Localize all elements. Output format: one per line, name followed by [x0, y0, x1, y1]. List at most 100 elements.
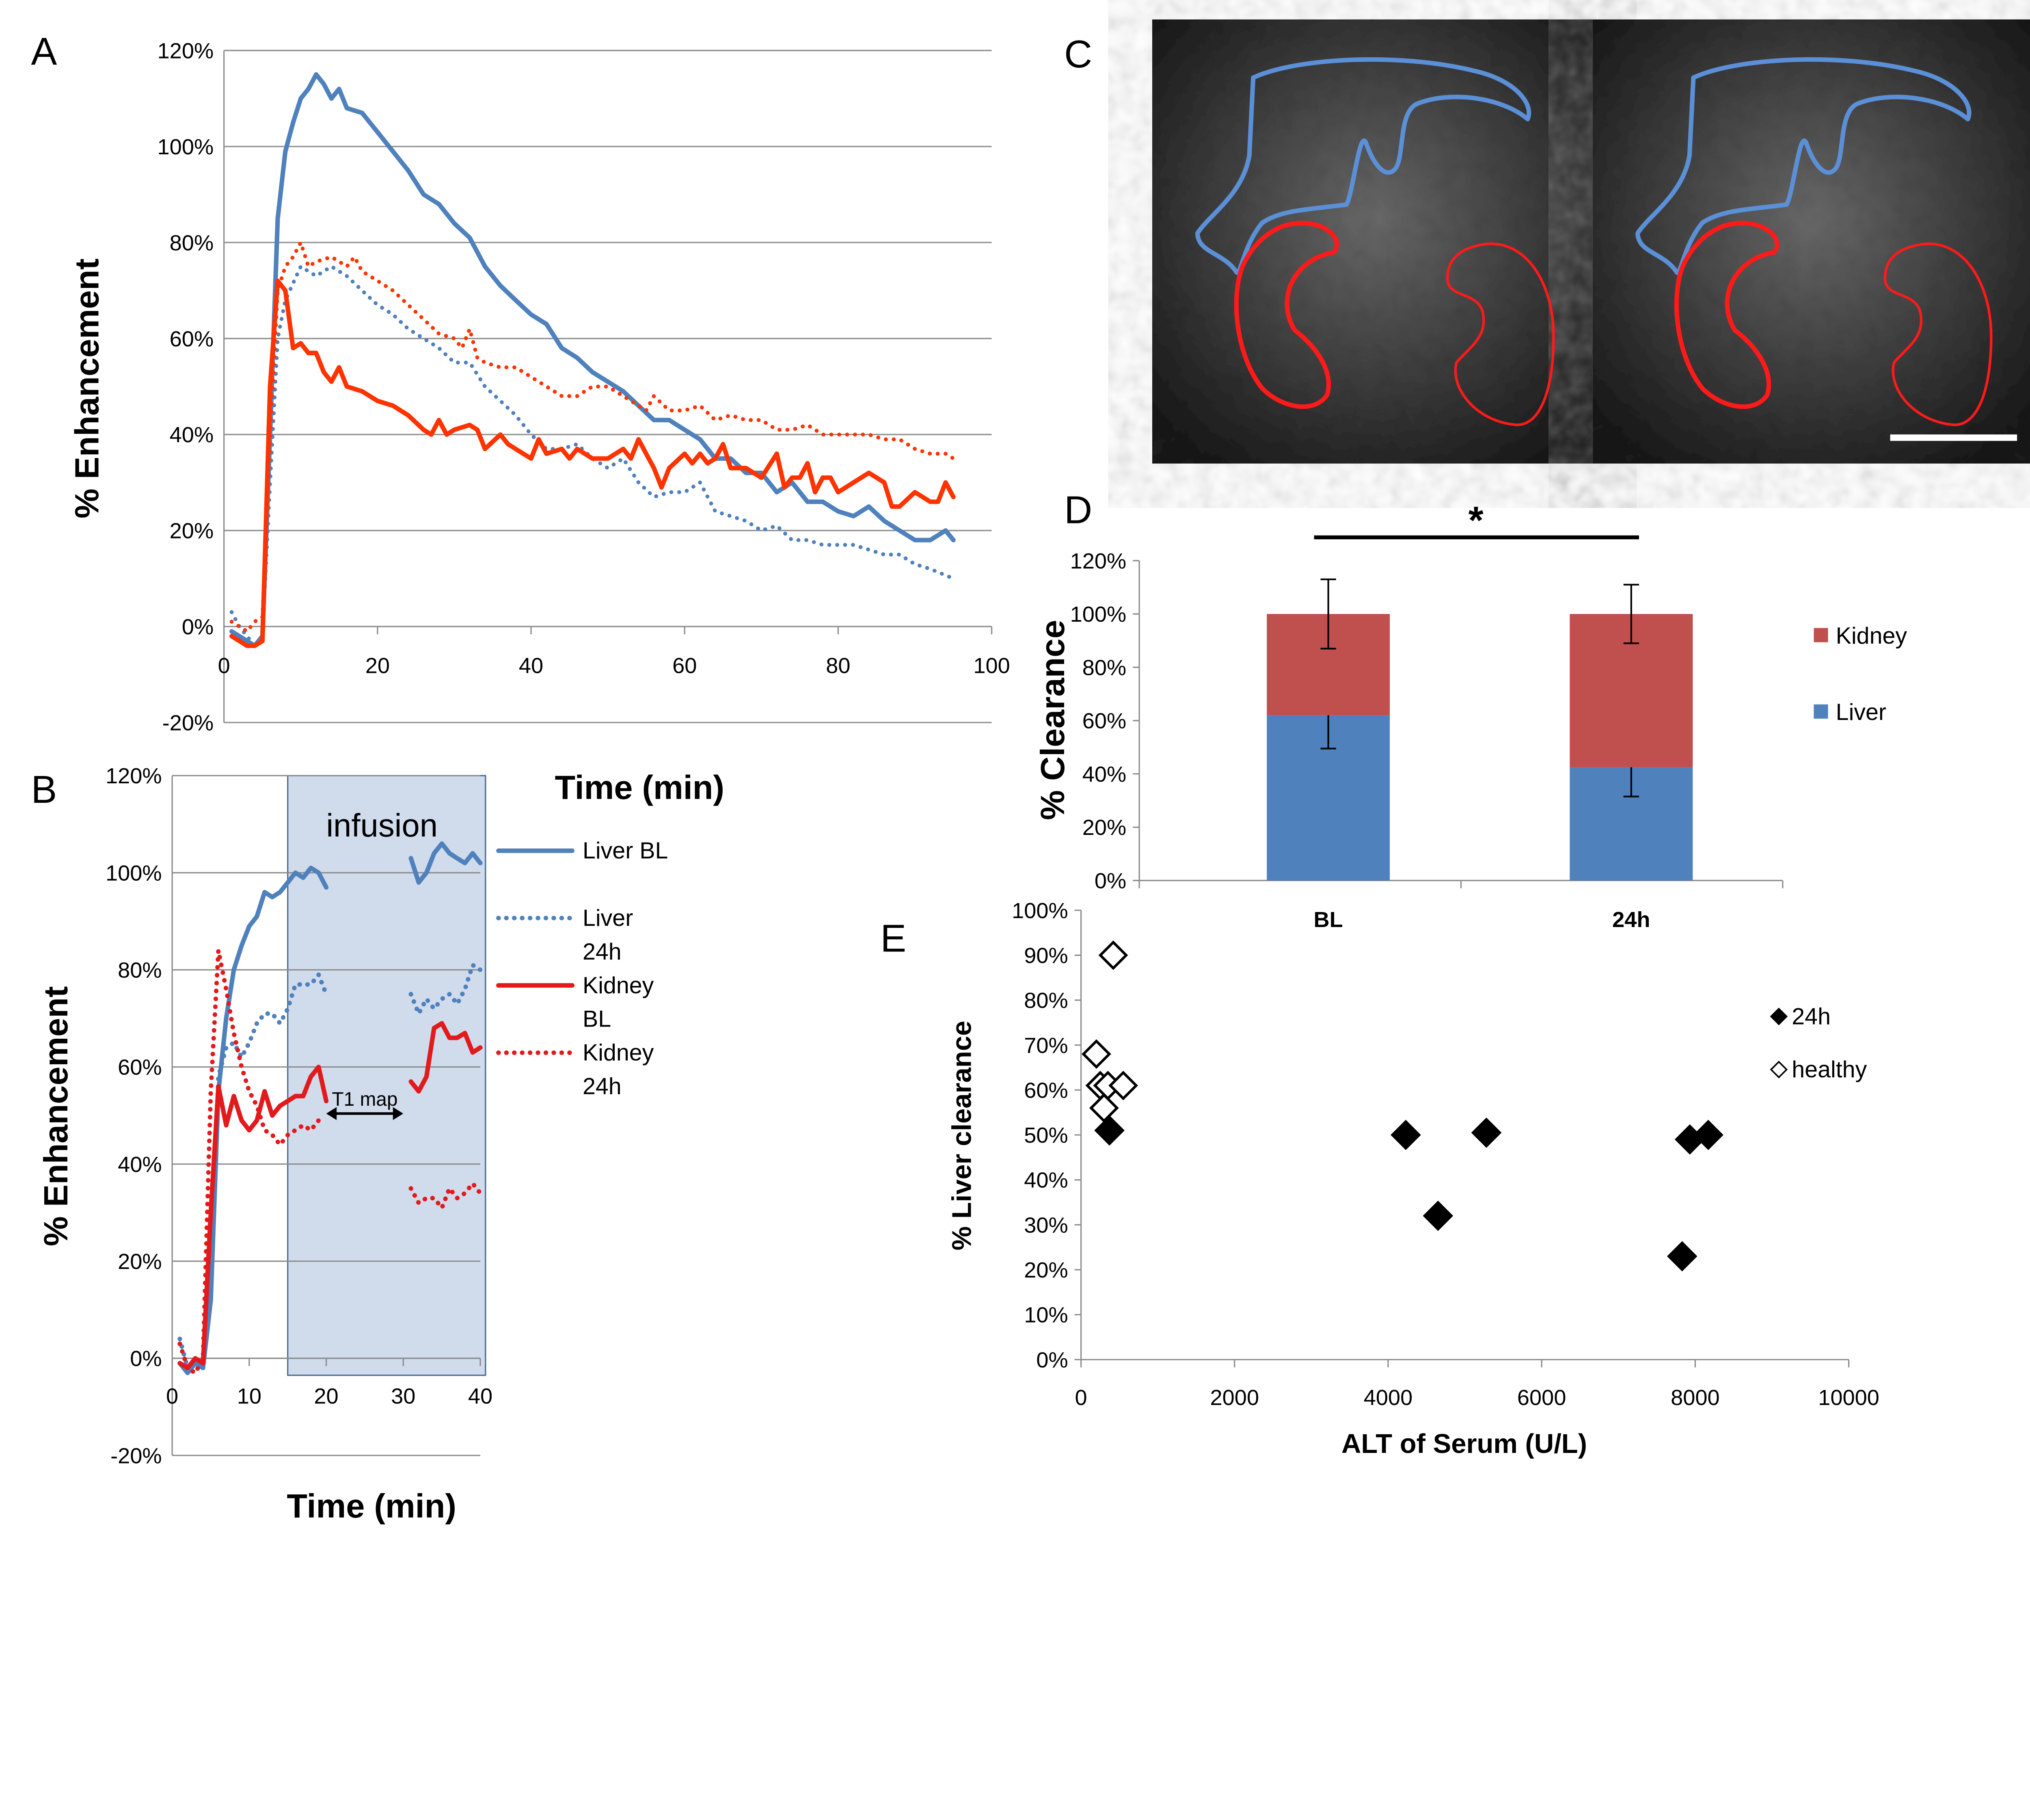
y-tick-label: 20%: [170, 519, 214, 543]
scatter-point-healthy: [1089, 1093, 1119, 1123]
x-tick-label: 0: [166, 1384, 178, 1409]
x-tick-label: 20: [314, 1384, 338, 1409]
legend-label: Liver: [1836, 699, 1886, 725]
significance-star: *: [1469, 499, 1484, 542]
legend-marker: [1770, 1007, 1788, 1026]
panel-label-d: D: [1064, 488, 1092, 532]
legend-label-line: 24h: [583, 1074, 622, 1100]
scatter-point-24h: [1693, 1120, 1723, 1150]
x-tick-label: 2000: [1210, 1386, 1259, 1410]
x-tick-label: 20: [365, 654, 390, 678]
error-bar: [1320, 578, 1336, 650]
x-tick-label: 0: [218, 654, 230, 678]
chart-e: 0% 10% 20% 30% 40% 50% 60% 70% 80% 90% 100% 0 2000 40…: [1012, 899, 1879, 1410]
chart-a-xlabel: Time (min): [555, 768, 724, 806]
series-line: [177, 972, 329, 1370]
legend-label: Kidney 24h: [583, 1040, 654, 1100]
x-tick-label: 4000: [1364, 1386, 1413, 1410]
chart-a-ylabel: % Enhancement: [68, 258, 106, 518]
chart-b: -20% 0% 20% 40% 60% 80% 100% 120% 0 10 20 30 40 infus…: [106, 764, 668, 1468]
y-tick-label: 120%: [158, 39, 214, 63]
x-tick-label: 30: [391, 1384, 415, 1409]
y-tick-label: 30%: [1024, 1213, 1068, 1237]
legend-label: Kidney: [1836, 623, 1907, 649]
chart-a: -20% 0% 20% 40% 60% 80% 100% 120% 0 20 40 60 80 100: [158, 39, 1010, 735]
legend-label: Liver 24h: [583, 905, 633, 965]
mri-24h: [1592, 19, 2030, 464]
legend-swatch: [1814, 704, 1828, 719]
y-tick-label: 100%: [158, 135, 214, 159]
y-tick-label: 80%: [170, 231, 214, 255]
x-tick-label: 100: [973, 654, 1010, 678]
chart-b-ylabel: % Enhancement: [37, 986, 75, 1246]
legend-label-line: 24h: [583, 939, 622, 965]
series-line: [177, 948, 321, 1375]
y-tick-label: 70%: [1024, 1033, 1068, 1058]
x-tick-label: 0: [1075, 1386, 1087, 1410]
y-tick-label: 10%: [1024, 1303, 1068, 1327]
legend-label-line: BL: [583, 1006, 611, 1032]
y-tick-label: 0%: [1095, 869, 1126, 893]
legend-label: 24h: [1792, 1003, 1831, 1029]
legend-label-line: Kidney: [583, 973, 654, 999]
y-tick-label: 20%: [1082, 815, 1126, 840]
y-tick-label: 0%: [182, 615, 214, 639]
kidney-roi: [1446, 242, 1555, 426]
y-tick-label: 80%: [118, 958, 162, 983]
infusion-region: [287, 775, 486, 1376]
liver-roi: [1635, 57, 1972, 275]
series-line-kidney_bl: [229, 279, 956, 648]
series-line-liver_bl: [229, 72, 956, 648]
mri-image: [1152, 19, 2030, 464]
y-tick-label: 90%: [1024, 943, 1068, 968]
y-tick-label: 80%: [1024, 988, 1068, 1013]
legend-label: healthy: [1792, 1057, 1867, 1083]
kidney-roi: [1234, 220, 1339, 409]
chart-e-xlabel: ALT of Serum (U/L): [1341, 1429, 1587, 1459]
y-tick-label: 50%: [1024, 1123, 1068, 1148]
y-tick-label: 0%: [130, 1347, 162, 1371]
x-tick-label: 60: [672, 654, 697, 678]
scatter-point-healthy: [1098, 940, 1128, 970]
scatter-point-24h: [1471, 1118, 1502, 1148]
y-tick-label: -20%: [162, 711, 214, 735]
scatter-point-24h: [1667, 1241, 1697, 1272]
panel-label-a: A: [31, 30, 57, 73]
x-tick-label: 80: [826, 654, 850, 678]
scatter-point-24h: [1391, 1120, 1421, 1150]
y-tick-label: 40%: [170, 423, 214, 447]
y-tick-label: 0%: [1036, 1348, 1068, 1372]
legend-marker: [1770, 1061, 1788, 1079]
chart-e-ylabel: % Liver clearance: [947, 1021, 977, 1251]
series-line-kidney_24h: [229, 240, 955, 633]
x-tick-label: 10: [237, 1384, 261, 1409]
y-tick-label: 60%: [1024, 1078, 1068, 1102]
y-tick-label: 40%: [118, 1152, 162, 1177]
y-tick-label: 120%: [1070, 549, 1127, 573]
t1-map-label: T1 map: [332, 1089, 397, 1110]
legend-label-line: Kidney: [583, 1040, 654, 1066]
legend-label-line: Liver: [583, 905, 633, 931]
error-bar: [1623, 584, 1639, 644]
y-tick-label: 60%: [1082, 709, 1126, 733]
chart-d: 0% 20% 40% 60% 80% 100% 120% BL 24h Kidney Liver: [1070, 549, 1907, 932]
chart-b-xlabel: Time (min): [287, 1487, 456, 1525]
infusion-label: infusion: [326, 807, 438, 843]
panel-label-c: C: [1064, 32, 1092, 76]
panel-label-b: B: [31, 768, 57, 811]
scatter-point-healthy: [1082, 1039, 1111, 1069]
x-tick-label: 6000: [1517, 1386, 1566, 1410]
y-tick-label: 40%: [1024, 1168, 1068, 1193]
y-tick-label: 100%: [1070, 602, 1127, 627]
kidney-roi: [1674, 220, 1779, 409]
y-tick-label: -20%: [110, 1444, 162, 1468]
scatter-point-24h: [1094, 1115, 1125, 1146]
scatter-point-24h: [1423, 1200, 1453, 1231]
y-tick-label: 60%: [170, 327, 214, 351]
legend-label: Liver BL: [583, 838, 668, 864]
y-tick-label: 20%: [118, 1249, 162, 1274]
x-tick-label: 10000: [1818, 1386, 1879, 1410]
series-line: [408, 1181, 483, 1210]
legend-label-line: Liver BL: [583, 838, 668, 864]
panel-label-e: E: [880, 917, 906, 960]
